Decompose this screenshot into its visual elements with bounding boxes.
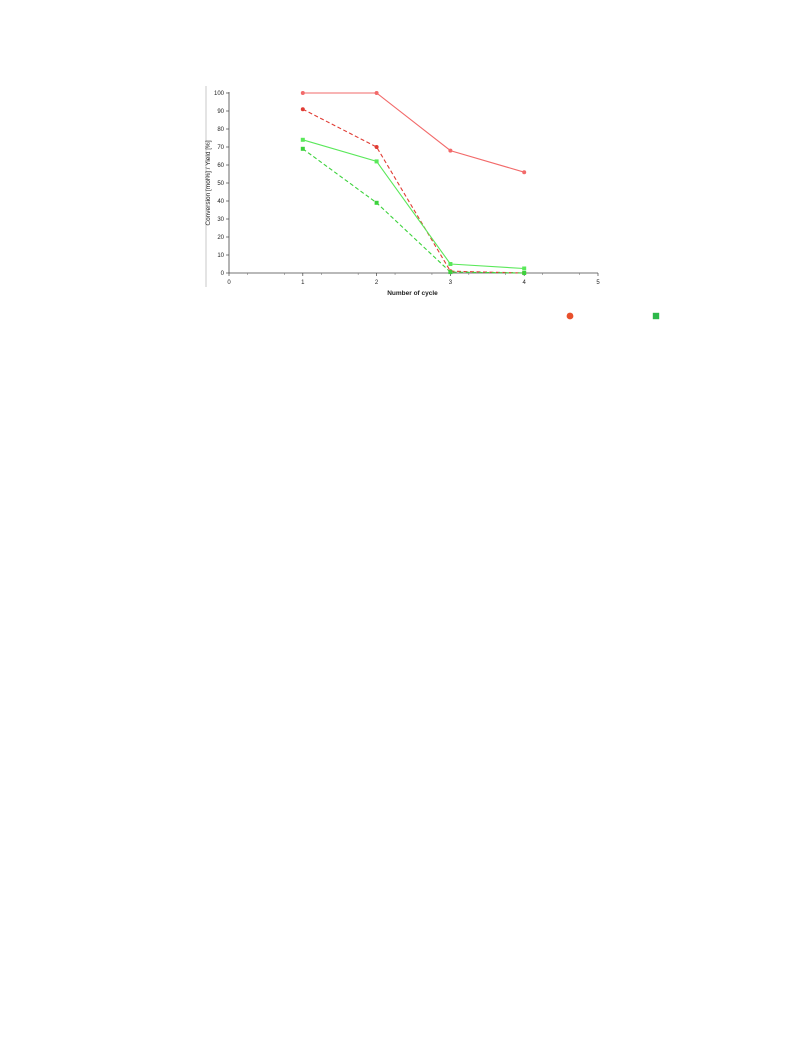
- point-red-solid: [448, 148, 453, 153]
- legend-circle-marker: [566, 312, 574, 320]
- point-red-solid: [300, 91, 305, 95]
- point-green-dashed: [300, 146, 305, 151]
- point-green-solid: [448, 262, 453, 266]
- legend: [566, 312, 660, 320]
- x-tick-label: 2: [375, 280, 379, 286]
- y-tick-label: 100: [214, 91, 225, 97]
- point-green-dashed: [374, 200, 379, 205]
- point-green-solid: [374, 159, 379, 164]
- y-tick-label: 70: [217, 145, 224, 151]
- y-tick-label: 90: [217, 109, 224, 115]
- point-red-dashed: [300, 107, 305, 112]
- series-green-dashed: [300, 146, 527, 275]
- point-green-solid: [300, 137, 305, 142]
- point-green-dashed: [522, 271, 527, 275]
- y-tick-label: 60: [217, 163, 224, 169]
- point-red-solid: [522, 170, 527, 175]
- y-tick-label: 20: [217, 235, 224, 241]
- y-tick-label: 80: [217, 127, 224, 133]
- y-tick-label: 10: [217, 253, 224, 259]
- legend-square-marker: [652, 312, 660, 320]
- series-line-red-solid: [302, 92, 525, 173]
- series-line-green-solid: [302, 139, 525, 270]
- y-tick-label: 50: [217, 181, 224, 187]
- x-tick-label: 3: [449, 280, 453, 286]
- point-green-dashed: [448, 270, 453, 275]
- series-green-solid: [300, 137, 527, 271]
- y-axis-title: Conversion [mol%] / Yield [%]: [205, 140, 212, 225]
- y-tick-label: 0: [221, 271, 225, 277]
- series-line-red-dashed: [302, 108, 525, 274]
- x-tick-label: 0: [227, 280, 231, 286]
- y-ticks: 0 10 20 30 40 50 60 70 80 90 100: [214, 91, 229, 277]
- x-tick-label: 5: [596, 280, 600, 286]
- y-tick-label: 40: [217, 199, 224, 205]
- point-red-solid: [374, 91, 379, 95]
- series-layer: [300, 91, 527, 275]
- x-tick-label: 1: [301, 280, 305, 286]
- point-green-solid: [522, 266, 527, 271]
- x-tick-label: 4: [523, 280, 527, 286]
- x-ticks: 0 1 2 3 4 5: [227, 273, 600, 286]
- series-red-dashed: [300, 107, 527, 275]
- chart-axes: [228, 92, 598, 274]
- series-line-green-dashed: [302, 148, 525, 274]
- x-axis-title: Number of cycle: [387, 290, 438, 297]
- series-red-solid: [300, 91, 527, 175]
- point-red-dashed: [374, 145, 379, 149]
- y-tick-label: 30: [217, 217, 224, 223]
